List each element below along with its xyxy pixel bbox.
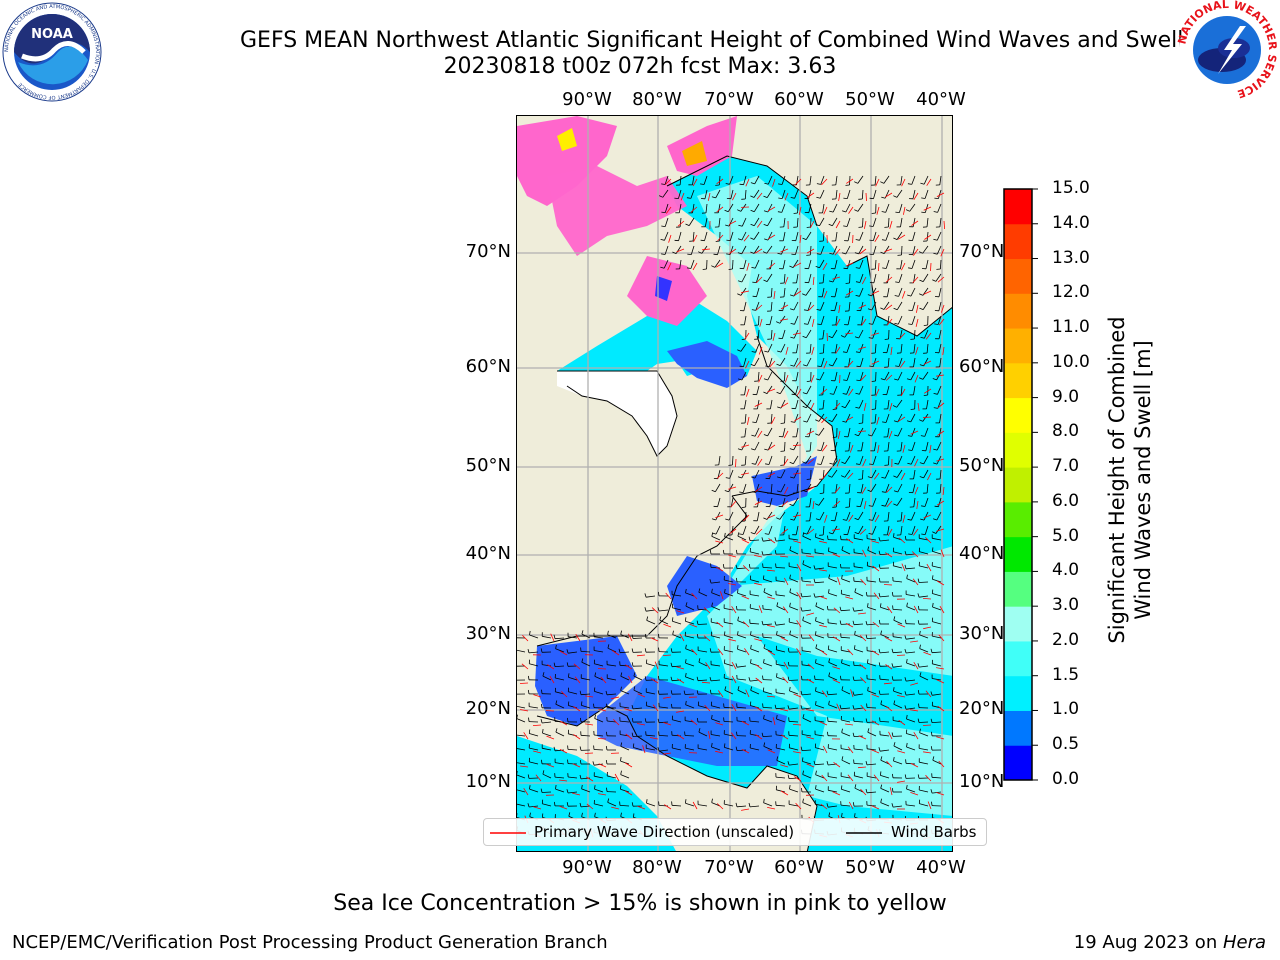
land-hudson-region <box>557 371 677 456</box>
footer-branch: NCEP/EMC/Verification Post Processing Pr… <box>12 932 608 953</box>
sea-ice-blue-1 <box>655 276 672 301</box>
colorbar-tick-label: 12.0 <box>1052 282 1090 303</box>
lat-tick-left: 70°N <box>465 241 511 262</box>
hudson-bay-inner <box>667 341 747 388</box>
colorbar-segment <box>1004 640 1032 677</box>
sea-ice-yellow-2 <box>682 141 707 166</box>
colorbar-tick-label: 4.0 <box>1052 560 1080 581</box>
colorbar-tick-label: 15.0 <box>1052 178 1090 198</box>
chart-title: GEFS MEAN Northwest Atlantic Significant… <box>240 28 1184 53</box>
colorbar-segment <box>1004 571 1032 607</box>
lat-tick-left: 40°N <box>465 543 511 564</box>
colorbar-tick-label: 2.0 <box>1052 629 1080 650</box>
footer-host: Hera <box>1222 932 1266 953</box>
colorbar-tick-label: 8.0 <box>1052 421 1080 442</box>
colorbar-segment <box>1004 745 1032 781</box>
lat-tick-right: 70°N <box>959 241 1005 262</box>
lat-tick-left: 20°N <box>465 698 511 719</box>
lon-tick-top: 70°W <box>704 89 754 110</box>
colorbar-segment <box>1004 467 1032 503</box>
colorbar-segment <box>1004 293 1032 329</box>
chart-subtitle: 20230818 t00z 072h fcst Max: 3.63 <box>443 54 837 79</box>
colorbar-segment <box>1004 362 1032 399</box>
noaa-logo: NOAA NATIONAL OCEANIC AND ATMOSPHERIC AD… <box>2 2 102 102</box>
footer-date-text: 19 Aug 2023 on <box>1073 932 1223 953</box>
colorbar-tick-label: 6.0 <box>1052 490 1080 511</box>
lon-tick-top: 90°W <box>562 89 612 110</box>
colorbar-tick-label: 5.0 <box>1052 525 1080 546</box>
lat-tick-right: 20°N <box>959 698 1005 719</box>
colorbar-tick-label: 0.5 <box>1052 734 1080 755</box>
lon-tick-top: 40°W <box>916 89 966 110</box>
colorbar-segment <box>1004 223 1032 260</box>
legend-primary-wave: Primary Wave Direction (unscaled) <box>534 823 795 841</box>
colorbar-label-line1: Significant Height of Combined <box>1105 316 1129 643</box>
colorbar-segment <box>1004 501 1032 538</box>
lon-tick-top: 60°W <box>774 89 824 110</box>
colorbar-segment <box>1004 432 1032 468</box>
colorbar-tick-label: 10.0 <box>1052 351 1090 372</box>
lon-tick-bottom: 40°W <box>916 857 966 878</box>
lat-tick-left: 50°N <box>465 455 511 476</box>
nws-logo: NATIONAL WEATHER SERVICE <box>1176 0 1278 100</box>
map-canvas <box>517 116 952 851</box>
colorbar-segment <box>1004 675 1032 711</box>
sea-ice-yellow-1 <box>557 128 577 151</box>
footer-date: 19 Aug 2023 on Hera <box>1074 932 1266 953</box>
map-panel <box>516 115 953 852</box>
lon-tick-bottom: 70°W <box>704 857 754 878</box>
colorbar-segment <box>1004 397 1032 433</box>
ocean-gulf <box>535 636 637 726</box>
sea-ice-note: Sea Ice Concentration > 15% is shown in … <box>333 891 947 916</box>
colorbar-segment <box>1004 328 1032 364</box>
colorbar-tick-label: 14.0 <box>1052 212 1090 233</box>
lat-tick-left: 60°N <box>465 356 511 377</box>
lat-tick-right: 30°N <box>959 623 1005 644</box>
colorbar-tick-label: 9.0 <box>1052 386 1080 407</box>
gridlines <box>517 116 952 851</box>
wave-vector-field <box>517 175 945 840</box>
lat-tick-left: 30°N <box>465 623 511 644</box>
lon-tick-bottom: 50°W <box>845 857 895 878</box>
lon-tick-top: 50°W <box>845 89 895 110</box>
ocean-nearshore <box>667 556 742 616</box>
sea-ice-arctic-2 <box>547 166 687 256</box>
colorbar-segment <box>1004 710 1032 746</box>
colorbar-label: Significant Height of Combined Wind Wave… <box>1105 316 1155 643</box>
colorbar-segment <box>1004 189 1032 225</box>
colorbar-segment <box>1004 536 1032 572</box>
lon-tick-bottom: 60°W <box>774 857 824 878</box>
sea-ice-arctic-1 <box>517 116 617 206</box>
map-legend: Primary Wave Direction (unscaled) Wind B… <box>483 818 987 846</box>
lat-tick-right: 50°N <box>959 455 1005 476</box>
colorbar-segment <box>1004 606 1032 642</box>
lon-tick-bottom: 80°W <box>632 857 682 878</box>
noaa-logo-text: NOAA <box>31 27 73 42</box>
colorbar-tick-label: 11.0 <box>1052 317 1090 338</box>
colorbar <box>1003 188 1038 781</box>
legend-wind-barbs: Wind Barbs <box>891 823 977 841</box>
lat-tick-left: 10°N <box>465 771 511 792</box>
colorbar-tick-label: 3.0 <box>1052 595 1080 616</box>
colorbar-label-line2: Wind Waves and Swell [m] <box>1131 340 1155 620</box>
lat-tick-right: 10°N <box>959 771 1005 792</box>
colorbar-segment <box>1004 258 1032 294</box>
colorbar-tick-label: 1.0 <box>1052 699 1080 720</box>
colorbar-tick-label: 13.0 <box>1052 247 1090 268</box>
lat-tick-right: 40°N <box>959 543 1005 564</box>
lon-tick-bottom: 90°W <box>562 857 612 878</box>
colorbar-tick-label: 7.0 <box>1052 456 1080 477</box>
colorbar-tick-label: 1.5 <box>1052 664 1080 685</box>
ocean-light-band <box>697 176 952 816</box>
lon-tick-top: 80°W <box>632 89 682 110</box>
colorbar-tick-label: 0.0 <box>1052 769 1080 789</box>
lat-tick-right: 60°N <box>959 356 1005 377</box>
